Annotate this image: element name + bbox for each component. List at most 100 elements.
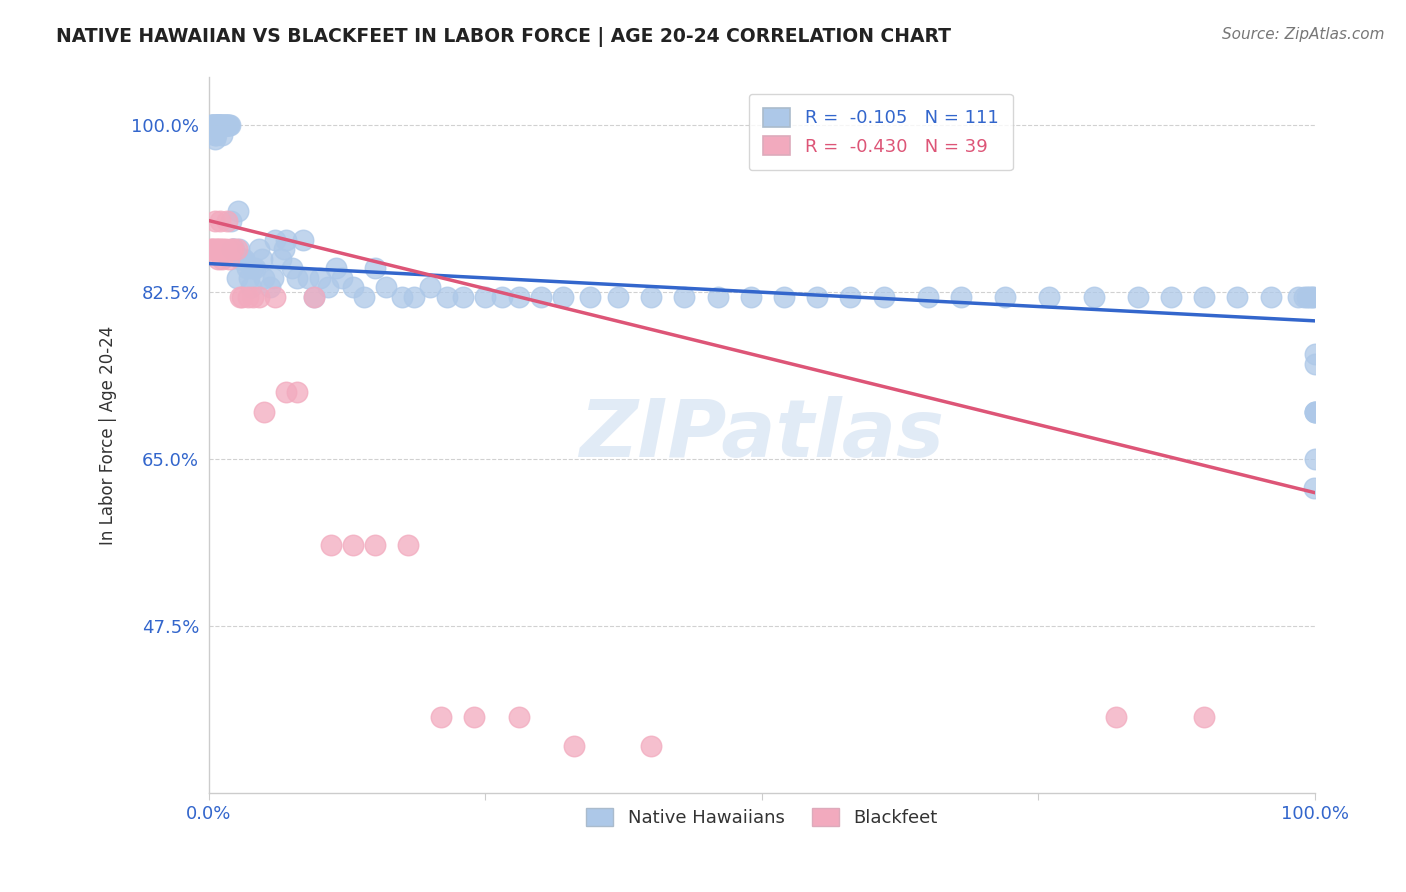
Point — [1226, 290, 1249, 304]
Point — [217, 118, 239, 132]
Point — [1286, 290, 1309, 304]
Point — [204, 118, 226, 132]
Point — [208, 118, 231, 132]
Point — [508, 290, 530, 304]
Point — [245, 261, 267, 276]
Point — [640, 739, 662, 753]
Point — [1160, 290, 1182, 304]
Point — [1298, 290, 1320, 304]
Point — [219, 213, 242, 227]
Point — [219, 118, 242, 132]
Point — [228, 242, 250, 256]
Point — [302, 290, 325, 304]
Point — [1038, 290, 1060, 304]
Point — [212, 118, 235, 132]
Point — [200, 118, 222, 132]
Point — [281, 261, 304, 276]
Point — [215, 118, 238, 132]
Point — [994, 290, 1017, 304]
Point — [453, 290, 475, 304]
Point — [208, 242, 231, 256]
Point — [201, 242, 224, 256]
Point — [773, 290, 796, 304]
Point — [1192, 290, 1215, 304]
Point — [214, 118, 236, 132]
Point — [202, 118, 225, 132]
Point — [262, 271, 284, 285]
Point — [579, 290, 602, 304]
Point — [430, 710, 453, 724]
Point — [342, 280, 364, 294]
Point — [200, 242, 222, 256]
Point — [1303, 347, 1326, 361]
Point — [240, 280, 263, 294]
Point — [1302, 481, 1324, 495]
Point — [208, 213, 231, 227]
Point — [508, 710, 530, 724]
Point — [208, 118, 231, 132]
Point — [211, 128, 233, 142]
Point — [402, 290, 425, 304]
Point — [214, 118, 236, 132]
Point — [204, 128, 226, 142]
Point — [806, 290, 828, 304]
Point — [330, 271, 353, 285]
Point — [273, 242, 295, 256]
Point — [204, 118, 226, 132]
Point — [211, 252, 233, 266]
Point — [1303, 404, 1326, 418]
Point — [212, 242, 235, 256]
Point — [530, 290, 553, 304]
Point — [607, 290, 630, 304]
Point — [207, 252, 229, 266]
Point — [214, 118, 236, 132]
Point — [242, 290, 264, 304]
Point — [353, 290, 375, 304]
Point — [1301, 290, 1323, 304]
Point — [839, 290, 862, 304]
Point — [318, 280, 340, 294]
Point — [202, 118, 225, 132]
Point — [235, 261, 257, 276]
Point — [264, 233, 287, 247]
Point — [463, 710, 485, 724]
Point — [222, 242, 245, 256]
Point — [1126, 290, 1149, 304]
Point — [208, 118, 231, 132]
Point — [218, 252, 240, 266]
Point — [204, 213, 226, 227]
Point — [201, 118, 224, 132]
Point — [1260, 290, 1282, 304]
Point — [436, 290, 458, 304]
Point — [740, 290, 762, 304]
Point — [250, 252, 273, 266]
Point — [1083, 290, 1105, 304]
Point — [204, 128, 226, 142]
Point — [391, 290, 413, 304]
Point — [214, 118, 236, 132]
Point — [211, 118, 233, 132]
Point — [419, 280, 441, 294]
Point — [872, 290, 894, 304]
Point — [1105, 710, 1128, 724]
Point — [259, 280, 281, 294]
Point — [364, 538, 387, 552]
Text: ZIPatlas: ZIPatlas — [579, 396, 945, 475]
Point — [209, 242, 232, 256]
Point — [706, 290, 728, 304]
Point — [1303, 452, 1326, 467]
Point — [221, 242, 243, 256]
Point — [242, 261, 264, 276]
Point — [396, 538, 419, 552]
Point — [208, 118, 231, 132]
Point — [1292, 290, 1315, 304]
Point — [253, 404, 276, 418]
Point — [233, 252, 256, 266]
Point — [1302, 290, 1324, 304]
Point — [204, 242, 226, 256]
Point — [209, 118, 232, 132]
Point — [297, 271, 319, 285]
Point — [229, 290, 252, 304]
Point — [236, 290, 259, 304]
Point — [287, 385, 309, 400]
